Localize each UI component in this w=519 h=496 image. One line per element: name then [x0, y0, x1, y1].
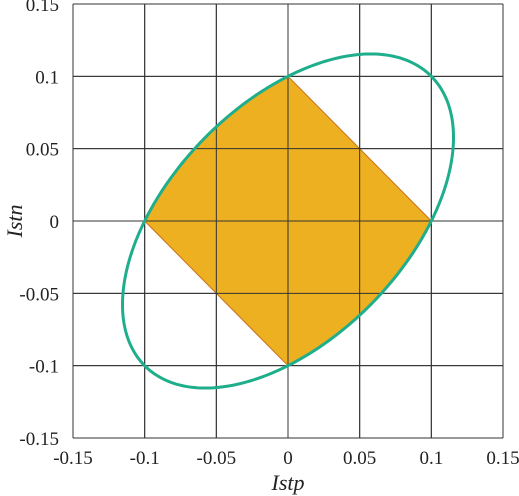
x-tick-label: 0.05: [343, 448, 376, 469]
y-tick-label: 0: [50, 212, 60, 233]
y-tick-label: -0.1: [29, 357, 59, 378]
y-tick-labels: 0.15 0.1 0.05 0 -0.05 -0.1 -0.15: [19, 0, 59, 450]
y-tick-label: 0.05: [26, 140, 59, 161]
x-tick-labels: -0.15 -0.1 -0.05 0 0.05 0.1 0.15: [53, 448, 519, 469]
x-tick-label: 0: [283, 448, 293, 469]
x-tick-label: -0.05: [197, 448, 237, 469]
y-tick-label: -0.15: [19, 429, 59, 450]
x-tick-label: -0.15: [53, 448, 93, 469]
x-axis-label: Istp: [271, 470, 305, 495]
y-tick-label: 0.1: [35, 67, 59, 88]
y-axis-label: Istn: [2, 205, 27, 239]
y-tick-label: -0.05: [19, 284, 59, 305]
y-tick-label: 0.15: [26, 0, 59, 16]
feasible-region-layer: [72, 3, 504, 439]
x-tick-label: 0.15: [486, 448, 519, 469]
x-tick-label: 0.1: [419, 448, 443, 469]
ellipse-curve: [120, 52, 456, 390]
ellipse-layer: [120, 52, 456, 390]
grid-overlay: [72, 3, 504, 439]
x-tick-label: -0.1: [130, 448, 160, 469]
